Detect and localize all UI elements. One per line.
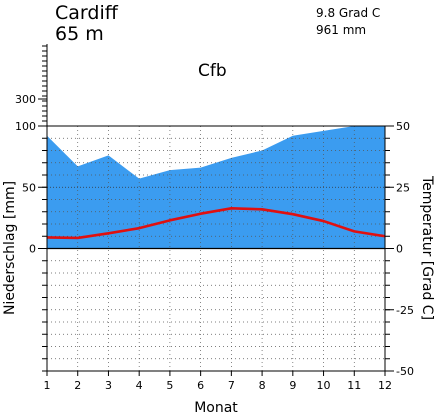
x-tick-label: 12	[378, 379, 392, 392]
x-tick-label: 9	[289, 379, 296, 392]
upper-precip-axis: 300	[15, 44, 48, 126]
climate-class: Cfb	[198, 61, 227, 81]
x-tick-label: 6	[197, 379, 204, 392]
left-tick-label: 50	[22, 181, 36, 194]
temperature-line	[46, 207, 386, 240]
x-tick-label: 8	[259, 379, 266, 392]
x-tick-label: 7	[228, 379, 235, 392]
x-tick-label: 2	[74, 379, 81, 392]
x-axis-label: Monat	[194, 400, 238, 416]
x-tick-label: 11	[347, 379, 361, 392]
x-tick-label: 3	[105, 379, 112, 392]
right-axis-label: Temperatur [Grad C]	[419, 175, 435, 320]
left-axis-label: Niederschlag [mm]	[2, 181, 18, 315]
x-tick-label: 5	[166, 379, 173, 392]
right-tick-label: -50	[396, 365, 414, 378]
right-tick-label: 50	[396, 120, 410, 133]
x-tick-label: 10	[317, 379, 331, 392]
annual-precipitation: 961 mm	[316, 23, 366, 37]
left-tick-label: 0	[29, 243, 36, 256]
plot-grid	[47, 126, 385, 371]
left-tick-label: 100	[15, 120, 36, 133]
mean-temperature: 9.8 Grad C	[316, 6, 380, 20]
x-tick-label: 1	[44, 379, 51, 392]
temperature-line-group	[46, 207, 386, 240]
right-tick-label: -25	[396, 304, 414, 317]
station-elevation: 65 m	[55, 23, 104, 45]
right-tick-label: 25	[396, 181, 410, 194]
station-name: Cardiff	[55, 2, 119, 24]
right-tick-label: 0	[396, 243, 403, 256]
upper-tick-label: 300	[15, 93, 36, 106]
x-tick-label: 4	[136, 379, 143, 392]
